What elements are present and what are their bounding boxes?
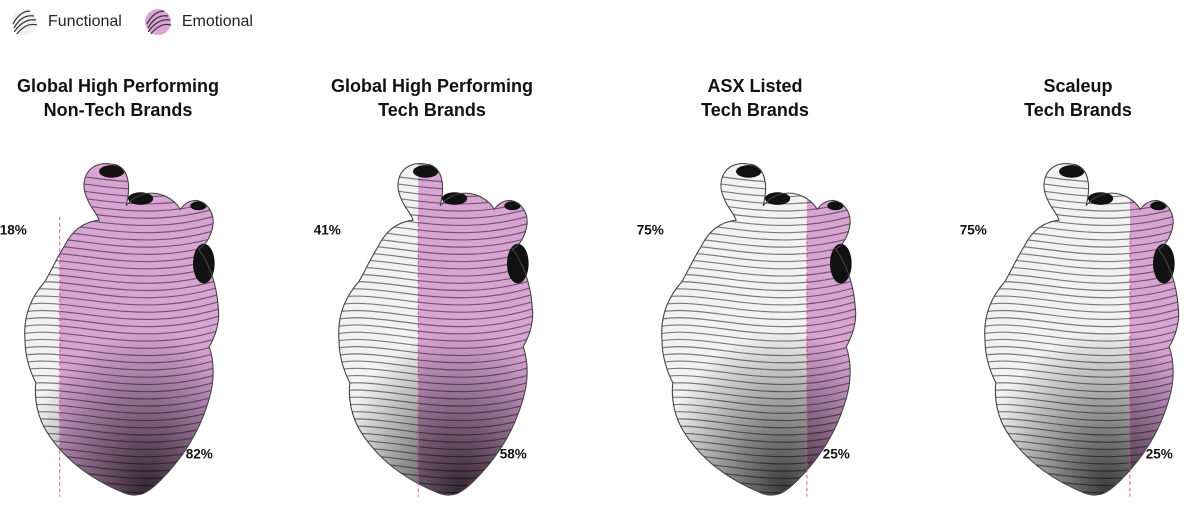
vessel-opening [1087,192,1114,205]
vessel-opening [1150,201,1167,211]
vessel-opening [827,201,844,211]
vessel-opening [127,192,154,205]
functional-swatch-icon [11,9,38,36]
heart-chart: 75% 25% [637,163,857,497]
legend-label-emotional: Emotional [181,13,253,30]
chart-panel: ASX Listed Tech Brands 75% 25% [615,70,895,510]
vessel-opening [736,165,762,178]
emotional-percent-label: 58% [500,447,527,462]
functional-percent-label: 41% [314,223,341,238]
chart-panel: Global High Performing Tech Brands 41% 58% [292,70,572,510]
vessel-opening [829,243,852,284]
emotional-percent-label: 25% [823,447,850,462]
heart-chart: 41% 58% [314,163,534,497]
panel-title-line: Global High Performing [330,76,533,96]
vessel-opening [99,165,125,178]
panel-title-line: Tech Brands [378,100,486,120]
heart-chart: 18% 82% [0,163,220,497]
panel-title-line: Tech Brands [701,100,809,120]
panel-title-line: ASX Listed [707,76,803,96]
vessel-opening [506,243,529,284]
emotional-percent-label: 25% [1146,447,1173,462]
vessel-opening [504,201,521,211]
heart-outline [24,163,220,496]
legend-item-functional: Functional [10,8,122,36]
panel-title-line: Non-Tech Brands [43,100,193,120]
chart-panel: Global High Performing Non-Tech Brands 18%… [0,70,258,510]
vessel-opening [192,243,215,284]
panel-title: ASX Listed Tech Brands [615,74,895,122]
panel-title: Scaleup Tech Brands [938,74,1200,122]
heart-outline [338,163,534,496]
panel-title: Global High Performing Non-Tech Brands [0,74,258,122]
legend-item-emotional: Emotional [144,8,253,36]
legend: Functional Emotional [10,8,253,36]
panel-title-line: Tech Brands [1024,100,1132,120]
vessel-opening [413,165,439,178]
emotional-swatch-icon [144,9,171,36]
emotional-percent-label: 82% [186,447,213,462]
chart-panel: Scaleup Tech Brands 75% 25% [938,70,1200,510]
panel-title: Global High Performing Tech Brands [292,74,572,122]
panel-title-line: Scaleup [1043,76,1113,96]
heart-chart: 75% 25% [960,163,1180,497]
functional-percent-label: 75% [960,223,987,238]
functional-percent-label: 18% [0,223,27,238]
vessel-opening [1059,165,1085,178]
legend-label-functional: Functional [48,13,122,30]
functional-percent-label: 75% [637,223,664,238]
vessel-opening [1152,243,1175,284]
panel-title-line: Global High Performing [16,76,219,96]
vessel-opening [190,201,207,211]
vessel-opening [764,192,791,205]
heart-outline [661,163,857,496]
vessel-opening [441,192,468,205]
heart-outline [984,163,1180,496]
